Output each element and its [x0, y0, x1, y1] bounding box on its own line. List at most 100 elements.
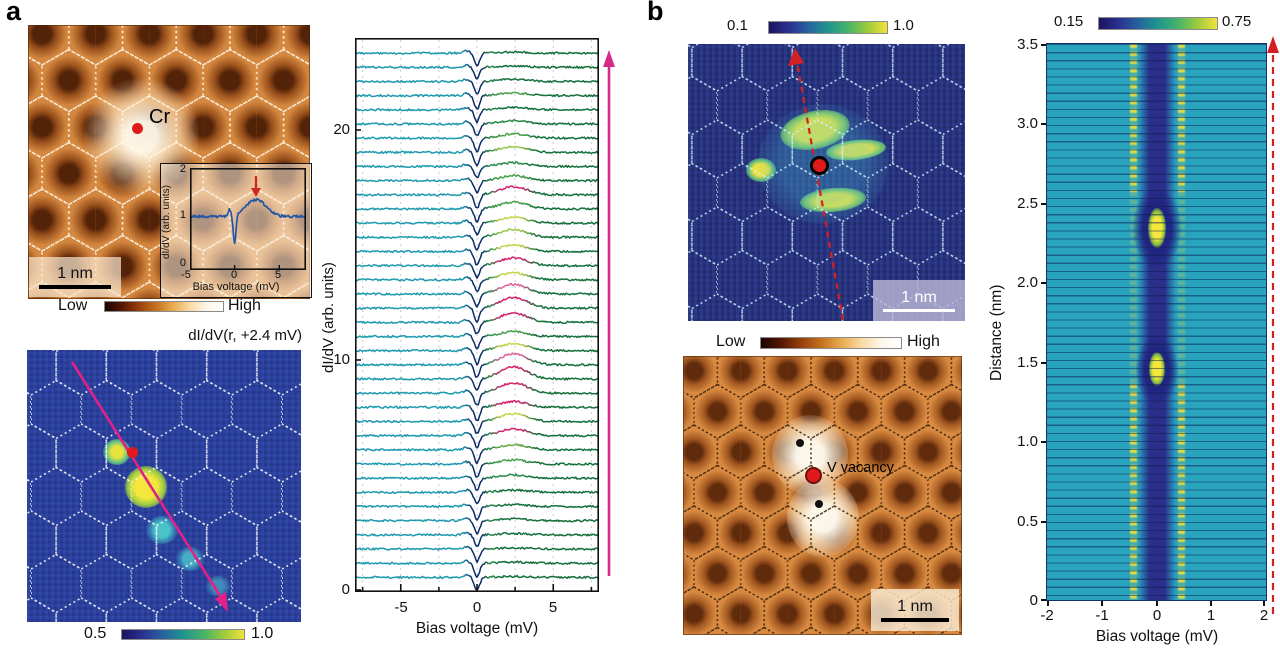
- didv-spectrum-curve: [355, 91, 599, 110]
- didv-map-a-colorbar-min: 0.5: [84, 625, 107, 642]
- scale-bar-b-top: 1 nm: [873, 280, 965, 321]
- didv-spectrum-curve: [355, 161, 599, 179]
- inset-ytick-2: 2: [179, 163, 186, 175]
- axis-tick: [1210, 601, 1212, 606]
- didv-spectrum-curve: [355, 381, 599, 406]
- axis-tick: [1101, 601, 1103, 606]
- inset-spectrum-plot: [190, 168, 306, 270]
- didv-spectrum-curve: [355, 173, 599, 194]
- point-spectrum-inset: dI/dV (arb. units) 2 1 0 -5 0 5 Bias vol…: [160, 163, 312, 298]
- topo-a-colorbar: [104, 301, 224, 312]
- didv-spectrum-curve: [355, 256, 599, 279]
- didv-spectrum-curve: [355, 517, 599, 535]
- heatmap-x-axis-label: Bias voltage (mV): [1095, 628, 1219, 645]
- heatmap-colorbar-min: 0.15: [1054, 13, 1084, 30]
- spectra-row-lines: [1047, 44, 1266, 600]
- axis-tick: [1041, 521, 1046, 523]
- didv-spectrum-curve: [355, 559, 599, 579]
- inset-spectrum-curve: [190, 197, 306, 245]
- didv-spectrum-curve: [355, 77, 599, 95]
- inset-xtick-neg5: -5: [181, 269, 191, 281]
- didv-spectrum-curve: [355, 132, 599, 153]
- axis-tick: [1041, 282, 1046, 284]
- scale-bar-a: 1 nm: [29, 257, 121, 297]
- inset-peak-arrow-icon: [251, 176, 261, 197]
- didv-map-a-image: [27, 350, 301, 622]
- linecut-arrowhead-b: [788, 48, 804, 66]
- heatmap-xtick-1: 1: [1206, 607, 1216, 624]
- scale-bar-a-line: [39, 285, 111, 289]
- waterfall-xtick-5: 5: [548, 599, 558, 616]
- axis-tick: [1041, 203, 1046, 205]
- linecut-arrow-b: [795, 61, 845, 321]
- heatmap-ytick-0.5: 0.5: [1017, 513, 1038, 530]
- didv-map-b-colorbar: [768, 21, 888, 34]
- cr-site-marker-map: [127, 447, 138, 458]
- axis-tick: [1041, 441, 1046, 443]
- topo-b-colorbar-high-label: High: [907, 333, 940, 350]
- scale-bar-b-bottom-line: [880, 618, 950, 622]
- vacancy-site-marker-map: [810, 156, 829, 175]
- didv-map-b-colorbar-min: 0.1: [727, 17, 748, 34]
- topo-a-colorbar-low-label: Low: [58, 297, 88, 314]
- inset-ytick-0: 0: [179, 257, 186, 269]
- heatmap-ytick-1.5: 1.5: [1017, 354, 1038, 371]
- heatmap-xtick-2: 2: [1259, 607, 1269, 624]
- hex-lattice-overlay: [684, 357, 961, 634]
- vacancy-label: V vacancy: [827, 460, 894, 476]
- waterfall-y-axis-label: dI/dV (arb. units): [320, 262, 337, 373]
- scale-bar-a-label: 1 nm: [57, 265, 93, 283]
- scale-bar-b-bottom: 1 nm: [871, 589, 959, 631]
- inset-y-axis-label: dI/dV (arb. units): [161, 185, 172, 259]
- didv-spectrum-curve: [355, 311, 599, 335]
- axis-tick: [1041, 362, 1046, 364]
- heatmap-ytick-1.0: 1.0: [1017, 433, 1038, 450]
- scale-bar-b-bottom-label: 1 nm: [897, 598, 933, 616]
- axis-tick: [1041, 44, 1046, 46]
- heatmap-colorbar: [1098, 17, 1218, 30]
- didv-spectrum-curve: [355, 119, 599, 136]
- waterfall-direction-arrow-icon: [603, 50, 615, 576]
- panel-a-label: a: [6, 0, 22, 26]
- didv-spectrum-curve: [355, 399, 599, 422]
- didv-spectrum-curve: [355, 105, 599, 124]
- linecut-arrowhead-a: [215, 592, 228, 612]
- topo-b-colorbar-low-label: Low: [716, 333, 746, 350]
- didv-spectrum-curve: [355, 412, 599, 434]
- waterfall-ytick-10: 10: [333, 351, 350, 368]
- didv-spectrum-curve: [355, 243, 599, 266]
- didv-spectrum-curve: [355, 145, 599, 167]
- didv-map-a-colorbar-max: 1.0: [251, 625, 274, 642]
- heatmap-ytick-0: 0: [1029, 592, 1038, 609]
- didv-spectrum-curve: [355, 200, 599, 223]
- didv-spectrum-curve: [355, 365, 599, 391]
- didv-map-b-colorbar-max: 1.0: [893, 17, 914, 34]
- heatmap-ytick-3.0: 3.0: [1017, 115, 1038, 132]
- didv-spectrum-curve: [355, 342, 599, 366]
- hex-lattice-overlay: [27, 350, 301, 622]
- heatmap-ytick-2.0: 2.0: [1017, 274, 1038, 291]
- didv-map-a-colorbar: [121, 629, 245, 640]
- heatmap-xtick-0: 0: [1152, 607, 1162, 624]
- axis-tick: [1263, 601, 1265, 606]
- heatmap-ytick-2.5: 2.5: [1017, 195, 1038, 212]
- lattice-site-dot: [796, 439, 804, 447]
- didv-spectrum-curve: [355, 503, 599, 521]
- waterfall-ytick-0: 0: [341, 581, 350, 598]
- inset-xtick-0: 0: [230, 269, 238, 281]
- cr-label: Cr: [149, 106, 171, 128]
- hex-lattice-overlay: [688, 44, 965, 321]
- didv-spectrum-curve: [355, 282, 599, 308]
- heatmap-colorbar-max: 0.75: [1222, 13, 1252, 30]
- didv-spectrum-curve: [355, 63, 599, 80]
- waterfall-xtick-neg5: -5: [394, 599, 408, 616]
- waterfall-x-axis-label: Bias voltage (mV): [415, 620, 539, 637]
- axis-tick: [1041, 123, 1046, 125]
- heatmap-ytick-3.5: 3.5: [1017, 36, 1038, 53]
- didv-map-a-title: dI/dV(r, +2.4 mV): [188, 327, 302, 344]
- heatmap-y-axis-label: Distance (nm): [988, 284, 1005, 381]
- didv-spectrum-curve: [355, 427, 599, 449]
- axis-tick: [1047, 601, 1049, 606]
- didv-spectrum-curve: [355, 329, 599, 350]
